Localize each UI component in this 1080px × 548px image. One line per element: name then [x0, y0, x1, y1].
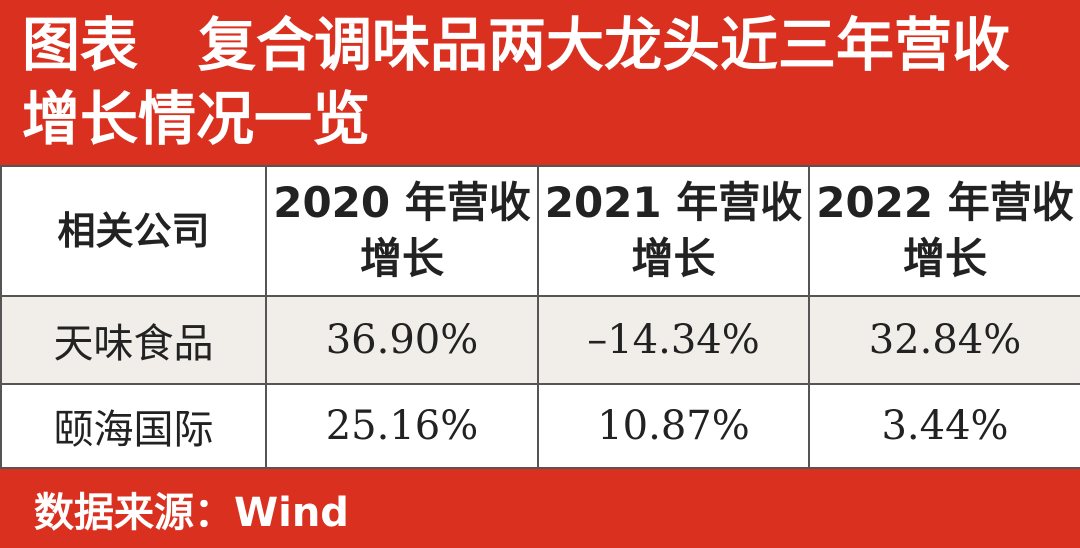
- header: 图表 复合调味品两大龙头近三年营收增长情况一览: [22, 8, 1062, 158]
- growth-cell: –14.34%: [537, 295, 810, 385]
- company-cell: 颐海国际: [0, 383, 267, 469]
- growth-cell: 32.84%: [808, 295, 1080, 385]
- growth-cell: 36.90%: [265, 295, 539, 385]
- growth-cell: 25.16%: [265, 383, 539, 469]
- column-header: 相关公司: [0, 165, 267, 297]
- company-cell: 天味食品: [0, 295, 267, 385]
- source: 数据来源：Wind: [34, 490, 349, 536]
- table-row: 颐海国际 25.16% 10.87% 3.44%: [0, 383, 1080, 469]
- growth-cell: 10.87%: [537, 383, 810, 469]
- growth-cell: 3.44%: [808, 383, 1080, 469]
- header-label: 图表: [22, 11, 139, 79]
- table-row: 天味食品 36.90% –14.34% 32.84%: [0, 295, 1080, 385]
- table: 相关公司 2020 年营收增长 2021 年营收增长 2022 年营收增长 天味食品 3…: [0, 165, 1080, 469]
- column-header: 2020 年营收增长: [265, 165, 539, 297]
- column-header: 2022 年营收增长: [808, 165, 1080, 297]
- column-header: 2021 年营收增长: [537, 165, 810, 297]
- header-title: 复合调味品两大龙头近三年营收增长情况一览: [22, 11, 1011, 153]
